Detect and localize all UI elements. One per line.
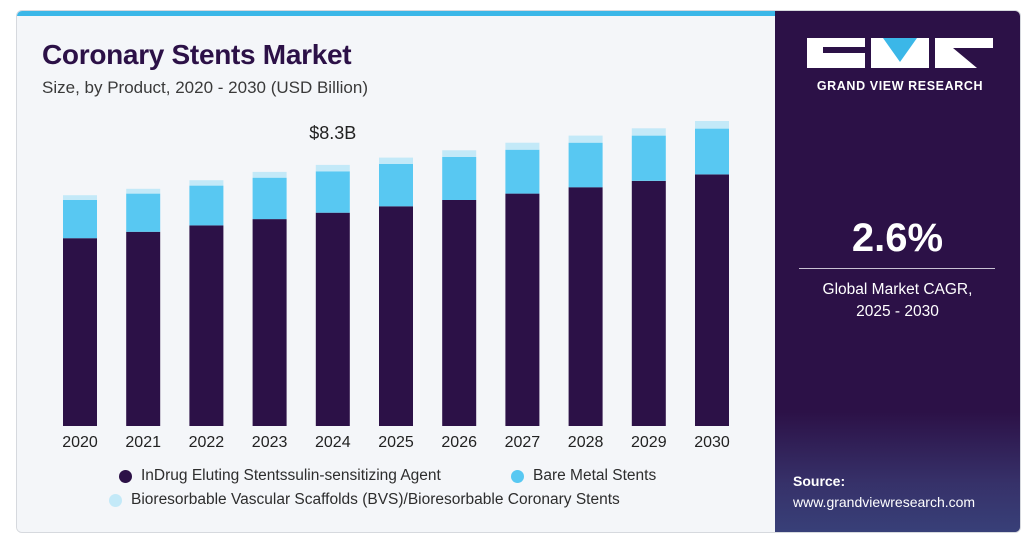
bar-segment-2023-series-1 xyxy=(252,177,287,220)
x-tick-label: 2020 xyxy=(62,434,98,451)
bar-segment-2021-series-0 xyxy=(126,231,161,426)
cagr-label-line1: Global Market CAGR, xyxy=(822,281,973,298)
bar-segment-2021-series-2 xyxy=(126,188,161,194)
divider xyxy=(799,268,995,269)
bar-segment-2025-series-0 xyxy=(379,206,413,426)
bar-segment-2022-series-0 xyxy=(189,225,224,426)
bar-segment-2025-series-1 xyxy=(379,164,413,207)
x-tick-label: 2026 xyxy=(441,434,477,451)
chart-title: Coronary Stents Market xyxy=(42,39,352,70)
source-url[interactable]: www.grandviewresearch.com xyxy=(793,494,976,510)
bar-segment-2030-series-2 xyxy=(695,121,729,129)
x-tick-label: 2022 xyxy=(189,434,225,451)
x-tick-label: 2029 xyxy=(631,434,667,451)
bar-segment-2028-series-2 xyxy=(568,135,603,143)
infographic-card: Coronary Stents Market Size, by Product,… xyxy=(16,10,1021,533)
bar-segment-2030-series-1 xyxy=(695,128,729,175)
bar-segment-2028-series-0 xyxy=(568,187,603,426)
bar-segment-2023-series-2 xyxy=(252,171,287,178)
bar-segment-2025-series-2 xyxy=(379,157,413,164)
bar-segment-2023-series-0 xyxy=(252,219,287,426)
bar-segment-2021-series-1 xyxy=(126,193,161,232)
stacked-bar-chart: 2020 2021 2022 2023 2024 $8.3B 2025 2026 2027 202… xyxy=(62,121,730,451)
chart-subtitle: Size, by Product, 2020 - 2030 (USD Billi… xyxy=(42,78,368,97)
decorative-wave xyxy=(775,412,1020,532)
x-tick-label: 2023 xyxy=(252,434,288,451)
bar-segment-2026-series-2 xyxy=(442,150,477,157)
summary-panel: GRAND VIEW RESEARCH 2.6% Global Market C… xyxy=(775,11,1020,532)
bar-segment-2024-series-0 xyxy=(315,212,350,426)
x-tick-label: 2024 xyxy=(315,434,351,451)
bar-segment-2022-series-1 xyxy=(189,185,224,226)
bar-segment-2024-series-1 xyxy=(315,171,350,213)
x-tick-label: 2028 xyxy=(568,434,604,451)
x-tick-label: 2025 xyxy=(378,434,414,451)
bar-segment-2027-series-2 xyxy=(505,142,540,150)
source-label: Source: xyxy=(793,473,846,489)
x-tick-label: 2021 xyxy=(125,434,161,451)
bar-segment-2020-series-1 xyxy=(63,200,97,239)
bar-segment-2030-series-0 xyxy=(695,174,729,426)
cagr-label-line2: 2025 - 2030 xyxy=(856,303,939,320)
bar-segment-2020-series-0 xyxy=(63,238,97,426)
bar-segment-2024-series-2 xyxy=(315,164,350,172)
grand-view-research-logo-icon xyxy=(807,38,993,68)
data-annotation-label: $8.3B xyxy=(309,123,356,143)
x-tick-label: 2030 xyxy=(694,434,730,451)
bar-segment-2026-series-0 xyxy=(442,200,477,426)
x-tick-label: 2027 xyxy=(505,434,541,451)
bar-segment-2029-series-2 xyxy=(631,128,666,136)
bar-segment-2028-series-1 xyxy=(568,142,603,188)
cagr-label: Global Market CAGR, 2025 - 2030 xyxy=(775,279,1020,323)
bar-segment-2020-series-2 xyxy=(63,195,97,200)
bar-segment-2027-series-1 xyxy=(505,149,540,194)
brand-name: GRAND VIEW RESEARCH xyxy=(816,79,984,93)
cagr-value: 2.6% xyxy=(851,216,944,260)
bar-segment-2029-series-0 xyxy=(631,180,666,426)
bar-segment-2022-series-2 xyxy=(189,180,224,186)
bar-segment-2029-series-1 xyxy=(631,135,666,181)
bar-segment-2026-series-1 xyxy=(442,157,477,200)
bar-segment-2027-series-0 xyxy=(505,193,540,426)
